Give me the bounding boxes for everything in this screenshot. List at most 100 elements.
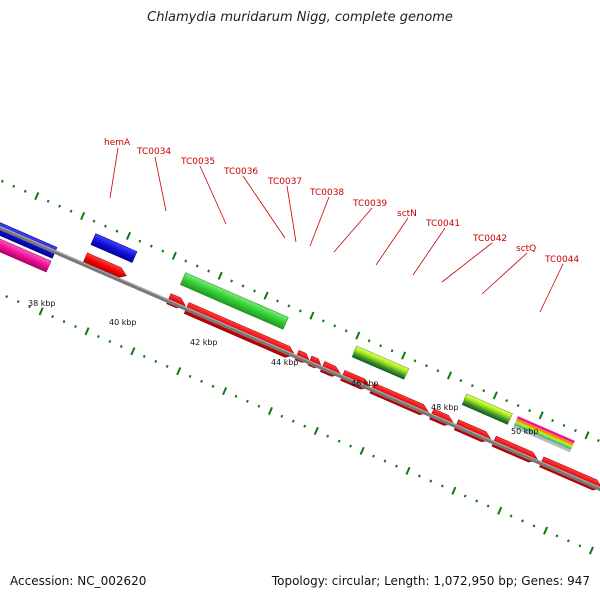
minor-tick	[62, 319, 66, 324]
minor-tick	[383, 459, 387, 463]
minor-tick	[303, 424, 307, 428]
major-tick	[38, 307, 44, 316]
minor-tick	[195, 264, 199, 268]
major-tick	[217, 271, 223, 280]
major-tick	[222, 387, 228, 396]
minor-tick	[298, 309, 302, 313]
minor-tick	[5, 295, 9, 299]
minor-tick	[337, 439, 341, 443]
cds-arrow	[82, 252, 127, 278]
minor-tick	[188, 374, 192, 378]
minor-tick	[475, 499, 479, 503]
minor-tick	[253, 289, 256, 293]
major-tick	[84, 327, 90, 336]
minor-tick	[436, 369, 440, 373]
gene-label-TC0044: TC0044	[544, 255, 579, 265]
minor-tick	[470, 384, 474, 388]
minor-tick	[372, 454, 375, 458]
gene-label-TC0035: TC0035	[180, 157, 215, 167]
minor-tick	[138, 239, 142, 243]
minor-tick	[74, 324, 77, 329]
kbp-label-46: 46 kbp	[351, 379, 379, 388]
minor-tick	[505, 399, 509, 403]
minor-tick	[149, 244, 153, 248]
major-tick	[263, 291, 269, 300]
minor-tick	[257, 404, 261, 408]
inner-tick-row	[5, 295, 594, 555]
minor-tick	[509, 514, 513, 518]
major-tick	[405, 466, 411, 475]
lime-feature-sctN	[353, 345, 410, 376]
minor-tick	[142, 354, 146, 358]
minor-tick	[326, 434, 330, 438]
minor-tick	[440, 484, 444, 488]
minor-tick	[367, 339, 371, 343]
gene-label-hemA: hemA	[104, 138, 131, 148]
minor-tick	[349, 444, 353, 448]
minor-tick	[51, 315, 54, 319]
minor-tick	[321, 319, 325, 323]
minor-tick	[333, 324, 337, 328]
gene-label-sctQ: sctQ	[516, 244, 536, 254]
minor-tick	[16, 300, 20, 304]
minor-tick	[379, 344, 383, 348]
major-tick	[497, 506, 503, 515]
kbp-labels: 38 kbp 40 kbp 42 kbp 44 kbp 46 kbp 48 kb…	[28, 299, 539, 436]
minor-tick	[429, 479, 433, 483]
gene-label-TC0039: TC0039	[352, 199, 387, 209]
minor-tick	[532, 524, 536, 528]
minor-tick	[108, 339, 112, 344]
major-tick	[446, 371, 452, 380]
minor-tick	[276, 299, 279, 303]
darkgreen-feature-sctN	[351, 352, 407, 380]
minor-tick	[528, 409, 532, 413]
minor-tick	[230, 279, 233, 283]
major-tick	[492, 391, 498, 400]
gene-label-TC0038: TC0038	[309, 188, 344, 198]
minor-tick	[280, 414, 284, 418]
major-tick	[171, 251, 177, 260]
major-tick	[80, 211, 86, 221]
minor-tick	[395, 464, 398, 468]
minor-tick	[574, 428, 577, 433]
minor-tick	[459, 379, 463, 383]
minor-tick	[596, 438, 600, 443]
genome-backbone	[0, 186, 600, 549]
darkgreen-feature-TC0042	[461, 400, 510, 425]
minor-tick	[425, 364, 428, 368]
minor-tick	[0, 179, 4, 183]
major-tick	[451, 486, 457, 495]
genome-stats-text: Topology: circular; Length: 1,072,950 bp…	[271, 574, 590, 588]
minor-tick	[211, 384, 215, 388]
major-tick	[267, 406, 273, 416]
minor-tick	[184, 259, 188, 263]
map-title: Chlamydia muridarum Nigg, complete genom…	[147, 10, 453, 25]
blue-feature-hemA	[90, 233, 138, 263]
major-tick	[359, 446, 365, 455]
gene-callouts: hemA TC0034 TC0035 TC0036 TC0037 TC0038 …	[104, 138, 579, 313]
kbp-label-40: 40 kbp	[109, 318, 137, 327]
minor-tick	[551, 419, 554, 423]
gene-label-TC0036: TC0036	[223, 167, 258, 177]
major-tick	[584, 431, 590, 440]
minor-tick	[566, 539, 570, 543]
major-tick	[176, 367, 182, 376]
minor-tick	[12, 184, 16, 188]
minor-tick	[463, 494, 467, 498]
minor-tick	[69, 209, 73, 213]
major-tick	[130, 347, 136, 356]
minor-tick	[246, 399, 249, 403]
major-tick	[355, 331, 361, 340]
minor-tick	[516, 404, 520, 408]
minor-tick	[413, 359, 417, 363]
gene-label-TC0037: TC0037	[267, 177, 302, 187]
minor-tick	[578, 544, 582, 548]
major-tick	[401, 351, 407, 360]
kbp-label-50: 50 kbp	[511, 427, 539, 436]
minor-tick	[521, 519, 524, 523]
minor-tick	[96, 334, 100, 339]
major-tick	[588, 546, 594, 555]
minor-tick	[119, 344, 123, 348]
minor-tick	[92, 219, 96, 223]
